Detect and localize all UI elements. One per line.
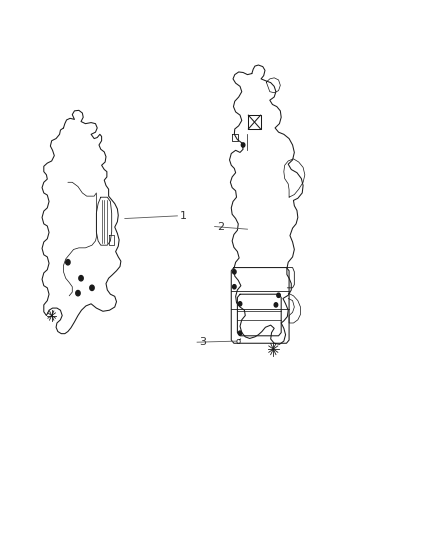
Circle shape	[233, 285, 236, 289]
Circle shape	[238, 331, 242, 335]
Circle shape	[241, 143, 245, 147]
Circle shape	[76, 290, 80, 296]
Text: 1: 1	[180, 211, 187, 221]
Circle shape	[274, 303, 278, 307]
Text: 3: 3	[199, 337, 206, 347]
Text: 2: 2	[217, 222, 224, 231]
Circle shape	[277, 293, 280, 297]
Circle shape	[233, 270, 236, 274]
Circle shape	[90, 285, 94, 290]
Text: ơ: ơ	[235, 337, 240, 345]
Circle shape	[238, 302, 242, 306]
Circle shape	[66, 260, 70, 265]
Circle shape	[79, 276, 83, 281]
